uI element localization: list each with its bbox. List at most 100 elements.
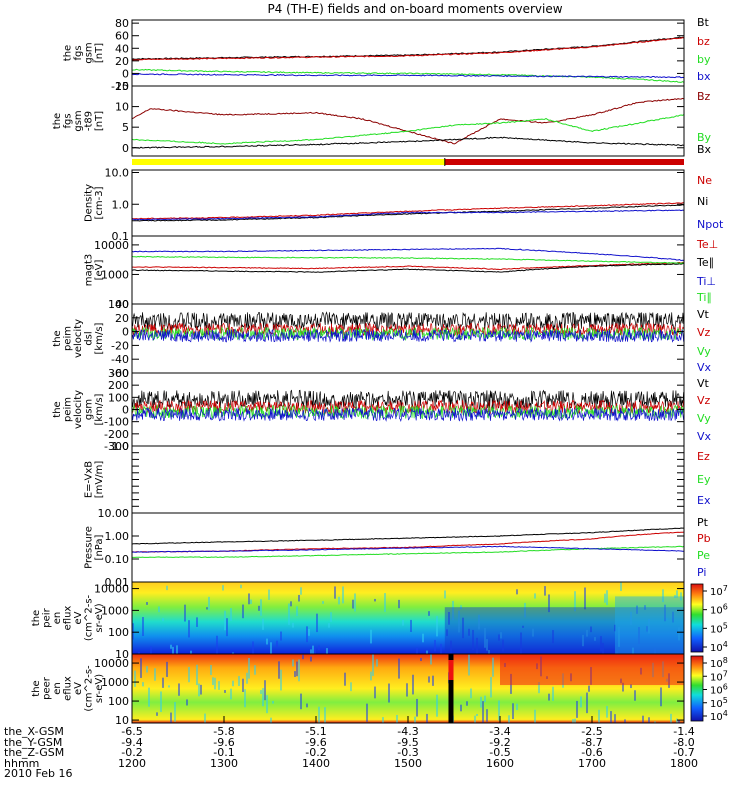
spectrogram-streak bbox=[584, 587, 586, 610]
spectrogram-streak bbox=[634, 690, 636, 701]
spectrogram-streak bbox=[606, 590, 608, 606]
spectrogram-streak bbox=[170, 712, 172, 723]
spectrogram-streak bbox=[146, 602, 148, 605]
series-Vt-line bbox=[132, 311, 684, 331]
spectrogram-streak bbox=[254, 665, 256, 675]
spectrogram-streak bbox=[268, 589, 270, 600]
spectrogram-streak bbox=[318, 706, 320, 723]
spectrogram-streak bbox=[580, 696, 582, 708]
spectrogram-streak bbox=[134, 670, 136, 687]
y-axis-label-line: Pressure bbox=[84, 526, 95, 569]
spectrogram-streak bbox=[552, 630, 554, 644]
spectrogram-streak bbox=[308, 628, 310, 636]
spectrogram-streak bbox=[534, 709, 536, 723]
spectrogram-streak bbox=[344, 672, 346, 686]
y-tick-label: 10 bbox=[115, 714, 129, 727]
spectrogram-streak bbox=[478, 614, 480, 630]
spectrogram-streak bbox=[230, 688, 232, 700]
y-tick-label: -60 bbox=[111, 367, 129, 380]
spectrogram-streak bbox=[166, 661, 168, 677]
spectrogram-streak bbox=[278, 661, 280, 679]
y-axis-label-line: magt3 bbox=[84, 254, 95, 287]
spectrogram-streak bbox=[470, 688, 472, 699]
series-Bt-line bbox=[132, 36, 684, 60]
spectrogram-streak bbox=[310, 649, 312, 654]
y-axis-label-line: velocity bbox=[73, 319, 84, 358]
legend-Vx: Vx bbox=[697, 361, 712, 374]
spectrogram-streak bbox=[214, 677, 216, 690]
spectrogram-streak bbox=[370, 671, 372, 681]
y-axis-label-line: [km/s] bbox=[94, 322, 105, 354]
spectrogram-streak bbox=[244, 689, 246, 708]
spectrogram-streak bbox=[498, 700, 500, 721]
spectrogram-streak bbox=[196, 617, 198, 627]
y-tick-label: -20 bbox=[111, 80, 129, 93]
y-tick-label: 100 bbox=[108, 391, 129, 404]
spectrogram-streak bbox=[434, 639, 436, 652]
plot-area bbox=[132, 247, 684, 273]
spectrogram-streak bbox=[166, 585, 168, 591]
spectrogram-streak bbox=[632, 647, 634, 654]
legend-Vx: Vx bbox=[697, 430, 712, 443]
panel-7: 1.0 E=-VxB [mV/m] Ez Ey Ex bbox=[84, 440, 711, 514]
spectrogram-streak bbox=[590, 626, 592, 633]
plot-area bbox=[132, 527, 684, 559]
legend-Ne: Ne bbox=[697, 174, 712, 187]
spectrogram-streak bbox=[544, 586, 546, 596]
legend-Vy: Vy bbox=[697, 345, 711, 358]
y-axis-label-line: [nT] bbox=[94, 111, 105, 131]
spectrogram-streak bbox=[296, 661, 298, 677]
spectrogram-streak bbox=[200, 684, 202, 695]
spectrogram-streak bbox=[206, 607, 208, 610]
spectrogram-streak bbox=[672, 611, 674, 623]
y-axis-label-line: [nPa] bbox=[94, 534, 105, 560]
spectrogram-region bbox=[615, 596, 684, 654]
y-tick-label: 0 bbox=[122, 142, 129, 155]
spectrogram-streak bbox=[460, 704, 462, 712]
legend-Vz: Vz bbox=[697, 326, 711, 339]
spectrogram-streak bbox=[486, 709, 488, 722]
spectrogram-streak bbox=[162, 618, 164, 622]
y-tick-label: -100 bbox=[104, 416, 129, 429]
spectrogram-streak bbox=[680, 592, 682, 601]
y-tick-label: 0.01 bbox=[105, 576, 130, 589]
spectrogram-streak bbox=[462, 617, 464, 639]
y-tick-label: 1.0 bbox=[112, 440, 130, 453]
plot-area bbox=[132, 97, 684, 149]
spectrogram-streak bbox=[642, 715, 644, 723]
spectrogram-streak bbox=[140, 658, 142, 678]
spectrogram-streak bbox=[452, 600, 454, 621]
spectrogram-streak bbox=[522, 625, 524, 628]
figure-title: P4 (TH-E) fields and on-board moments ov… bbox=[267, 2, 562, 16]
colorbar-label: 106 bbox=[710, 603, 728, 617]
spectrogram-streak bbox=[230, 608, 232, 621]
spectrogram-streak bbox=[654, 648, 656, 654]
spectrogram-streak bbox=[374, 686, 376, 699]
legend-Vz: Vz bbox=[697, 394, 711, 407]
series-Pt-line bbox=[132, 527, 684, 545]
panel-frame bbox=[131, 445, 685, 514]
spectrogram-streak bbox=[512, 703, 514, 720]
y-axis-label-line: en bbox=[52, 612, 63, 625]
spectrogram-streak bbox=[240, 584, 242, 589]
y-axis-label-line: the bbox=[31, 680, 42, 696]
spectrogram-streak bbox=[436, 616, 438, 637]
y-axis-label-line: Density bbox=[84, 184, 95, 222]
spectrogram-streak bbox=[606, 706, 608, 718]
y-axis-label-line: the bbox=[63, 45, 74, 61]
spectrogram-streak bbox=[532, 628, 534, 637]
y-tick-label: 10 bbox=[115, 648, 129, 661]
series-Pi-line bbox=[132, 545, 684, 553]
spectrogram-streak bbox=[620, 582, 622, 591]
spectrogram-streak bbox=[586, 629, 588, 637]
spectrogram-streak bbox=[312, 645, 314, 654]
x-row-value: 1200 bbox=[118, 757, 146, 770]
colorbar bbox=[690, 583, 704, 653]
spectrogram-streak bbox=[330, 612, 332, 622]
y-tick-label: 20 bbox=[115, 312, 129, 325]
spectrogram-streak bbox=[186, 699, 188, 706]
spectrogram-streak bbox=[488, 649, 490, 654]
spectrogram-streak bbox=[428, 676, 430, 683]
spectrogram-streak bbox=[600, 636, 602, 652]
